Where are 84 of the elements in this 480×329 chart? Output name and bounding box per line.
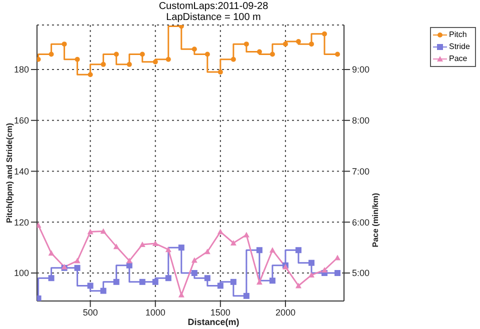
- point: [269, 278, 276, 284]
- y-tick-label: 160: [14, 116, 29, 126]
- x-axis-title: Distance(m): [186, 317, 240, 327]
- y2-axis-title: Pace (min/km): [370, 192, 380, 248]
- point: [37, 56, 41, 62]
- point: [48, 52, 54, 57]
- point: [165, 275, 172, 282]
- point: [321, 266, 328, 272]
- point: [217, 228, 224, 234]
- point: [139, 242, 146, 248]
- point: [243, 292, 250, 299]
- legend-label: Stride: [449, 41, 470, 53]
- point: [87, 228, 94, 234]
- x-tick-label: 500: [82, 307, 98, 318]
- x-tick-label: 1500: [210, 307, 230, 318]
- point: [48, 275, 54, 282]
- point: [244, 42, 249, 47]
- point: [48, 250, 54, 256]
- point: [204, 275, 210, 282]
- point: [100, 288, 106, 294]
- point: [100, 228, 106, 234]
- point: [178, 292, 184, 298]
- point: [87, 282, 94, 289]
- point: [296, 39, 301, 44]
- legend-label: Pitch: [449, 29, 467, 41]
- point: [126, 258, 132, 264]
- point: [126, 62, 132, 67]
- point: [114, 52, 119, 57]
- point: [152, 240, 158, 246]
- point: [74, 264, 80, 271]
- y-tick-label: 100: [14, 268, 29, 278]
- point: [256, 49, 262, 54]
- point: [308, 42, 314, 47]
- point: [139, 278, 146, 285]
- point: [152, 278, 158, 285]
- point: [282, 42, 288, 47]
- point: [256, 279, 262, 285]
- point: [113, 244, 120, 250]
- point: [166, 56, 171, 62]
- point: [204, 52, 210, 57]
- point: [334, 52, 340, 57]
- point: [192, 46, 197, 52]
- x-tick-label: 2000: [275, 307, 296, 318]
- y-tick-label: 120: [14, 217, 29, 228]
- point: [295, 282, 302, 288]
- point: [204, 248, 210, 254]
- point: [334, 270, 340, 276]
- y2-tick-label: 5:00: [352, 268, 370, 278]
- point: [62, 42, 67, 47]
- point: [269, 247, 276, 253]
- point: [270, 52, 275, 57]
- point: [74, 258, 80, 264]
- point: [230, 240, 236, 246]
- point: [88, 72, 93, 78]
- y2-tick-label: 8:00: [352, 116, 370, 126]
- y-axis-title: Pitch(bpm) and Stride(cm): [4, 122, 14, 223]
- point: [74, 56, 80, 62]
- point: [308, 260, 314, 266]
- legend-label: Pace: [449, 53, 468, 65]
- point: [191, 270, 198, 276]
- point: [178, 244, 184, 251]
- point: [217, 282, 224, 289]
- point: [140, 52, 145, 57]
- x-tick-label: 1000: [145, 307, 166, 318]
- point: [178, 25, 184, 29]
- point: [230, 278, 236, 285]
- point: [243, 232, 250, 238]
- point: [113, 278, 120, 285]
- y-tick-label: 140: [14, 166, 29, 176]
- point: [322, 31, 327, 36]
- point: [230, 56, 236, 62]
- chart-subtitle: LapDistance = 100 m: [165, 12, 262, 23]
- y2-tick-label: 7:00: [352, 166, 370, 176]
- point: [100, 62, 106, 67]
- point: [256, 247, 262, 254]
- point: [295, 247, 302, 254]
- point: [191, 257, 198, 263]
- point: [218, 70, 223, 75]
- point: [165, 246, 172, 252]
- y-tick-label: 180: [14, 64, 29, 75]
- y2-tick-label: 9:00: [352, 64, 370, 75]
- point: [152, 59, 158, 64]
- y2-tick-label: 6:00: [352, 217, 370, 228]
- chart-title: CustomLaps:2011-09-28: [158, 1, 270, 12]
